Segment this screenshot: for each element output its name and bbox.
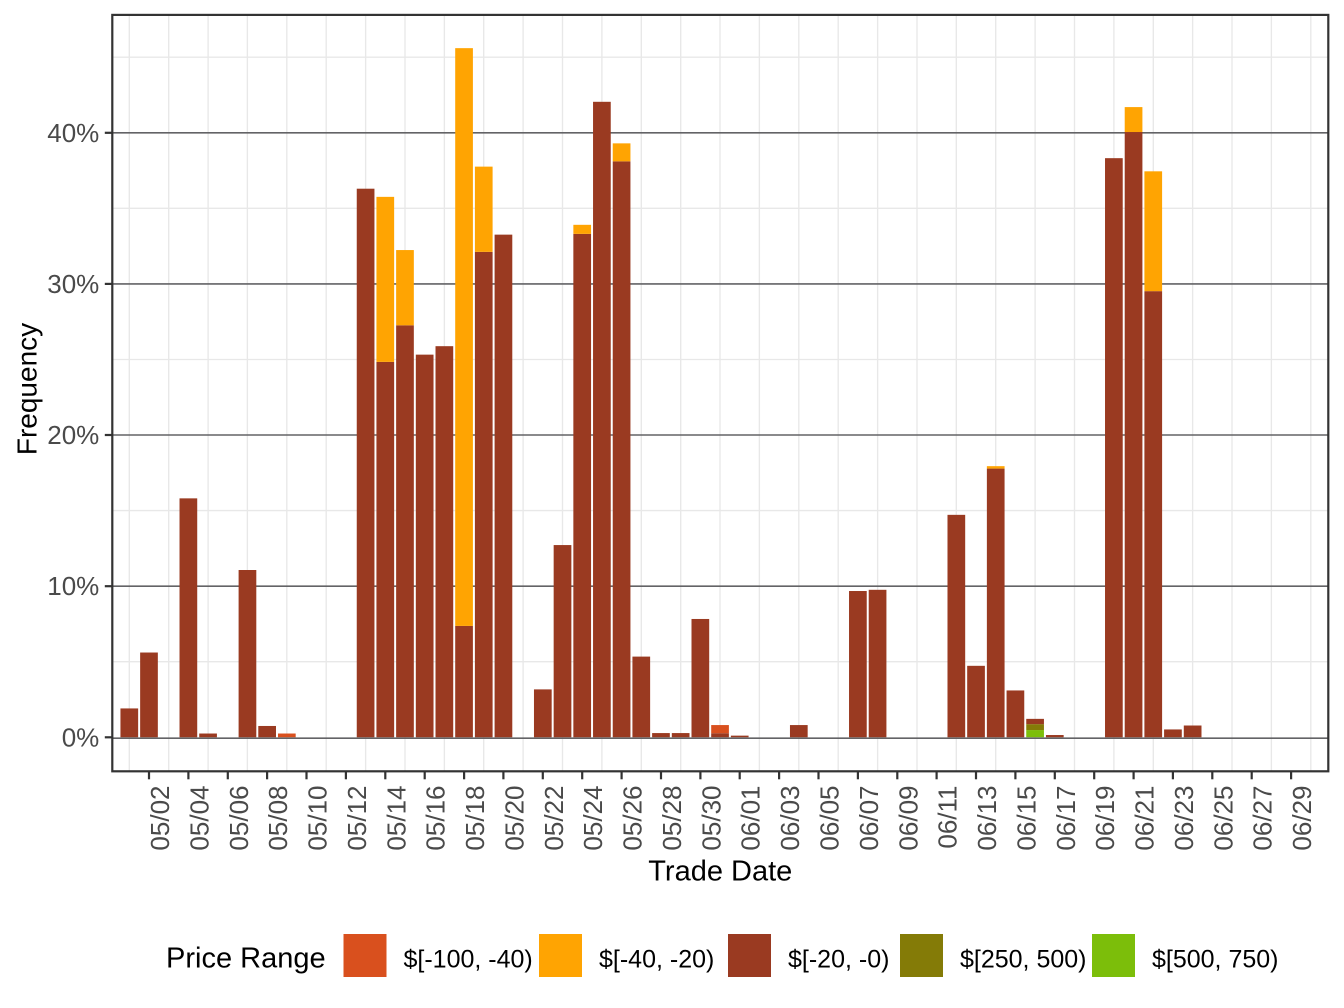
svg-text:$[-40, -20): $[-40, -20) bbox=[599, 945, 714, 973]
svg-text:$[-20, -0): $[-20, -0) bbox=[788, 945, 889, 973]
svg-text:06/21: 06/21 bbox=[1130, 786, 1160, 851]
svg-text:06/09: 06/09 bbox=[893, 786, 923, 851]
svg-text:0%: 0% bbox=[62, 722, 100, 752]
svg-text:05/28: 05/28 bbox=[657, 786, 687, 851]
svg-text:$[250, 500): $[250, 500) bbox=[960, 945, 1087, 973]
svg-text:06/13: 06/13 bbox=[972, 786, 1002, 851]
svg-text:05/14: 05/14 bbox=[381, 786, 411, 851]
svg-text:40%: 40% bbox=[47, 118, 99, 148]
svg-text:06/15: 06/15 bbox=[1011, 786, 1041, 851]
svg-text:$[-100, -40): $[-100, -40) bbox=[404, 945, 533, 973]
svg-text:06/03: 06/03 bbox=[775, 786, 805, 851]
svg-text:06/27: 06/27 bbox=[1248, 786, 1278, 851]
svg-text:06/25: 06/25 bbox=[1208, 786, 1238, 851]
svg-text:05/04: 05/04 bbox=[184, 786, 214, 851]
svg-text:06/01: 06/01 bbox=[736, 786, 766, 851]
svg-text:Frequency: Frequency bbox=[12, 323, 43, 455]
svg-text:05/24: 05/24 bbox=[578, 786, 608, 851]
svg-text:06/07: 06/07 bbox=[854, 786, 884, 851]
svg-text:05/20: 05/20 bbox=[499, 786, 529, 851]
svg-text:05/16: 05/16 bbox=[421, 786, 451, 851]
svg-text:05/10: 05/10 bbox=[303, 786, 333, 851]
svg-text:30%: 30% bbox=[47, 269, 99, 299]
svg-text:Trade Date: Trade Date bbox=[648, 856, 792, 888]
svg-text:20%: 20% bbox=[47, 420, 99, 450]
svg-text:05/08: 05/08 bbox=[263, 786, 293, 851]
svg-text:06/05: 06/05 bbox=[815, 786, 845, 851]
svg-text:05/22: 05/22 bbox=[539, 786, 569, 851]
svg-text:$[500, 750): $[500, 750) bbox=[1152, 945, 1279, 973]
svg-text:10%: 10% bbox=[47, 571, 99, 601]
svg-text:05/06: 05/06 bbox=[224, 786, 254, 851]
svg-text:Price Range: Price Range bbox=[166, 943, 326, 975]
svg-text:05/26: 05/26 bbox=[618, 786, 648, 851]
svg-text:05/02: 05/02 bbox=[145, 786, 175, 851]
svg-text:05/18: 05/18 bbox=[460, 786, 490, 851]
svg-text:05/30: 05/30 bbox=[696, 786, 726, 851]
svg-text:06/23: 06/23 bbox=[1169, 786, 1199, 851]
svg-text:06/17: 06/17 bbox=[1051, 786, 1081, 851]
svg-text:06/19: 06/19 bbox=[1090, 786, 1120, 851]
svg-text:05/12: 05/12 bbox=[342, 786, 372, 851]
svg-text:06/29: 06/29 bbox=[1287, 786, 1317, 851]
svg-text:06/11: 06/11 bbox=[933, 786, 963, 849]
